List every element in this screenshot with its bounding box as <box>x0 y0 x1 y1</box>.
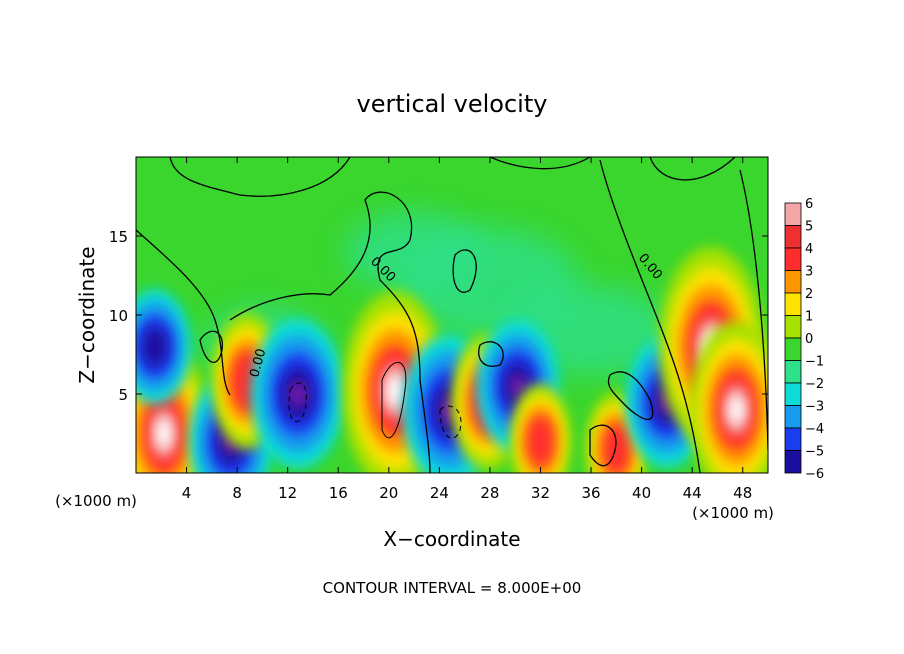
contour-line <box>607 371 654 421</box>
x-unit-left: (×1000 m) <box>55 492 137 510</box>
contour-line <box>288 382 307 422</box>
updraft-cell <box>386 374 404 407</box>
x-tick-label: 36 <box>581 484 600 502</box>
downdraft-cell <box>289 380 307 408</box>
colorbar-label: 6 <box>805 197 813 212</box>
updraft-cell <box>526 415 555 468</box>
colorbar-swatch <box>784 427 802 451</box>
zero-contours <box>136 157 768 473</box>
colorbar-label: −5 <box>805 445 824 460</box>
colorbar-label: −6 <box>805 467 824 482</box>
colorbar-label: −4 <box>805 422 824 437</box>
contour-line <box>489 157 591 170</box>
colorbar-label: 4 <box>805 242 813 257</box>
contour-line <box>649 157 736 181</box>
velocity-field <box>136 211 768 473</box>
y-tick-label: 15 <box>109 228 128 246</box>
field-region <box>344 211 485 292</box>
colorbar-swatch <box>784 225 802 249</box>
y-axis-label: Z−coordinate <box>75 246 99 383</box>
y-tick-label: 10 <box>109 307 128 325</box>
colorbar-label: 0 <box>805 332 813 347</box>
x-tick-label: 24 <box>430 484 449 502</box>
updraft-cell <box>602 423 631 473</box>
colorbar-label: 5 <box>805 220 813 235</box>
colorbar-swatch <box>784 292 802 316</box>
colorbar-swatch <box>784 247 802 271</box>
updraft-cell <box>156 419 172 448</box>
colorbar-label: 3 <box>805 265 813 280</box>
x-axis-label: X−coordinate <box>383 527 520 551</box>
colorbar-label: 1 <box>805 310 813 325</box>
x-tick-label: 4 <box>182 484 192 502</box>
y-axis-ticks: 5 10 15 <box>109 228 768 404</box>
downdraft-cell <box>142 326 168 367</box>
downdraft-cell <box>510 374 526 399</box>
x-tick-label: 12 <box>278 484 297 502</box>
contour-line <box>599 159 701 473</box>
colorbar-swatch <box>784 315 802 339</box>
contour-line <box>739 169 768 451</box>
colorbar-label: −2 <box>805 377 824 392</box>
colorbar-swatch <box>784 270 802 294</box>
updraft-cell <box>728 395 744 425</box>
x-unit-right: (×1000 m) <box>692 504 774 522</box>
colorbar-swatch <box>784 382 802 406</box>
contour-line <box>136 229 231 396</box>
contour-interval-note: CONTOUR INTERVAL = 8.000E+00 <box>323 579 582 597</box>
colorbar-swatch <box>784 337 802 361</box>
colorbar-swatch <box>784 450 802 474</box>
colorbar-label: −3 <box>805 400 824 415</box>
contour-line <box>589 424 617 467</box>
colorbar: 6 5 4 3 2 1 0 −1 −2 −3 −4 −5 −6 <box>784 197 824 482</box>
x-tick-label: 28 <box>480 484 499 502</box>
colorbar-label: −1 <box>805 355 824 370</box>
colorbar-swatch <box>784 202 802 226</box>
x-tick-label: 40 <box>632 484 651 502</box>
plot-area: 0.00 0.00 0.00 <box>136 157 768 473</box>
chart-title: vertical velocity <box>357 90 548 118</box>
contour-line <box>478 341 504 367</box>
x-axis-ticks: 4 8 12 16 20 24 28 32 36 40 44 48 <box>182 157 752 502</box>
contour-line <box>229 191 431 473</box>
x-tick-label: 16 <box>329 484 348 502</box>
contour-line <box>169 157 351 197</box>
y-tick-label: 5 <box>118 386 128 404</box>
contour-line <box>381 361 407 439</box>
colorbar-swatch <box>784 405 802 429</box>
x-tick-label: 8 <box>232 484 242 502</box>
x-tick-label: 48 <box>733 484 752 502</box>
colorbar-label: 2 <box>805 287 813 302</box>
contour-label: 0.00 <box>247 347 269 379</box>
contour-line <box>452 249 477 293</box>
contour-line <box>439 405 462 439</box>
x-tick-label: 44 <box>683 484 702 502</box>
colorbar-swatch <box>784 360 802 384</box>
contour-line <box>199 330 223 363</box>
x-tick-label: 20 <box>379 484 398 502</box>
x-tick-label: 32 <box>531 484 550 502</box>
